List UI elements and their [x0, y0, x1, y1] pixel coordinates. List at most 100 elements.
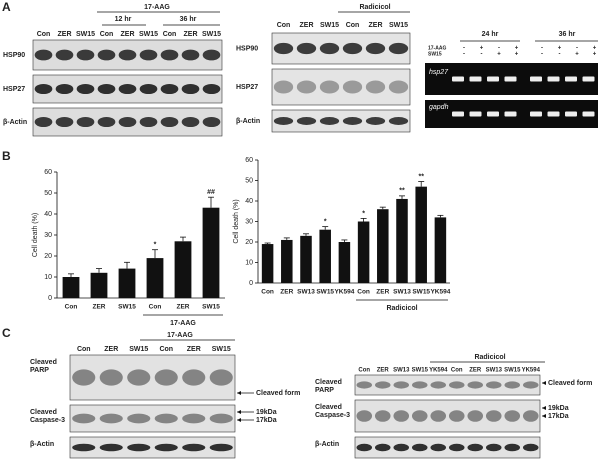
lane-label: ZER	[377, 368, 390, 374]
band	[34, 116, 53, 128]
treatment-label: Radicicol	[359, 4, 390, 11]
band	[448, 410, 465, 422]
band	[127, 369, 151, 386]
band	[452, 76, 464, 82]
band	[160, 83, 179, 95]
timepoint-label: 36 hr	[559, 31, 576, 38]
band	[34, 83, 53, 95]
band	[530, 76, 542, 82]
lane-label: SW13	[486, 368, 503, 374]
row-label: β-Actin	[3, 119, 27, 126]
significance-label: *	[324, 218, 327, 225]
band	[522, 443, 539, 452]
band	[565, 76, 577, 82]
band	[182, 413, 206, 424]
significance-label: ##	[207, 189, 215, 196]
row-label: Cleaved	[30, 359, 57, 366]
band	[97, 116, 116, 128]
band	[485, 381, 502, 389]
x-tick-label: Con	[149, 304, 162, 311]
band	[76, 116, 95, 128]
blot	[69, 354, 236, 401]
band	[273, 80, 294, 94]
timepoint-label: 12 hr	[115, 16, 132, 23]
band	[202, 49, 221, 61]
bar	[377, 209, 389, 283]
lane-label: ZER	[58, 31, 72, 38]
band	[55, 116, 74, 128]
arrow-label: 19kDa	[548, 405, 569, 412]
bar	[62, 277, 80, 298]
row-label: Cleaved	[30, 409, 57, 416]
band	[393, 410, 410, 422]
arrow-head	[237, 418, 241, 422]
bar	[118, 268, 136, 298]
arrow-label: 19kDa	[256, 409, 277, 416]
y-tick-label: 60	[245, 157, 253, 164]
condition-sign: +	[480, 46, 484, 52]
band	[582, 111, 595, 117]
lane-label: Con	[159, 346, 173, 353]
band	[139, 83, 158, 95]
band	[547, 111, 560, 117]
band	[118, 116, 137, 128]
arrow-label: 17kDa	[256, 417, 277, 424]
x-tick-label: SW15	[316, 289, 334, 296]
band	[374, 410, 391, 422]
lane-label: ZER	[184, 31, 198, 38]
band	[388, 42, 409, 55]
band	[99, 413, 123, 424]
significance-label: *	[154, 242, 157, 249]
band	[365, 80, 386, 94]
bar	[146, 258, 164, 298]
lane-label: ZER	[187, 346, 201, 353]
lane-label: ZER	[469, 368, 482, 374]
band	[296, 117, 317, 125]
band	[547, 76, 560, 82]
band	[118, 49, 137, 61]
band	[319, 42, 340, 55]
x-tick-label: ZER	[93, 304, 106, 311]
x-tick-label: ZER	[280, 289, 293, 296]
condition-sign: -	[463, 46, 465, 52]
band	[118, 83, 137, 95]
row-label: Cleaved	[315, 404, 342, 411]
condition-sign: +	[575, 52, 579, 58]
bar	[281, 239, 293, 283]
y-tick-label: 40	[245, 198, 253, 205]
arrow-head	[542, 414, 546, 418]
y-tick-label: 40	[44, 211, 52, 218]
band	[393, 443, 410, 452]
row-label: Cleaved	[315, 379, 342, 386]
bar	[300, 235, 312, 283]
row-label: Caspase-3	[30, 417, 65, 424]
band	[342, 42, 363, 55]
lane-label: SW15	[202, 31, 221, 38]
band	[182, 443, 206, 452]
condition-sign: +	[515, 52, 519, 58]
x-tick-label: Con	[357, 289, 370, 296]
arrow-head	[237, 410, 241, 414]
lane-label: SW15	[139, 31, 158, 38]
band	[374, 381, 391, 389]
y-tick-label: 10	[245, 259, 253, 266]
panel-label: B	[2, 149, 11, 163]
lane-label: ZER	[121, 31, 135, 38]
condition-label: 17-AAG	[428, 45, 446, 51]
arrow-head	[237, 391, 241, 395]
x-tick-label: SW15	[118, 304, 136, 311]
band	[99, 369, 123, 386]
blot	[69, 436, 236, 459]
band	[356, 381, 373, 389]
panel-label: C	[2, 326, 11, 340]
lane-label: Con	[358, 368, 370, 374]
y-tick-label: 20	[44, 253, 52, 260]
band	[181, 83, 200, 95]
band	[467, 410, 484, 422]
band	[72, 443, 96, 452]
row-label: PARP	[30, 367, 49, 374]
x-tick-label: ZER	[376, 289, 389, 296]
lane-label: Con	[37, 31, 51, 38]
band	[467, 381, 484, 389]
